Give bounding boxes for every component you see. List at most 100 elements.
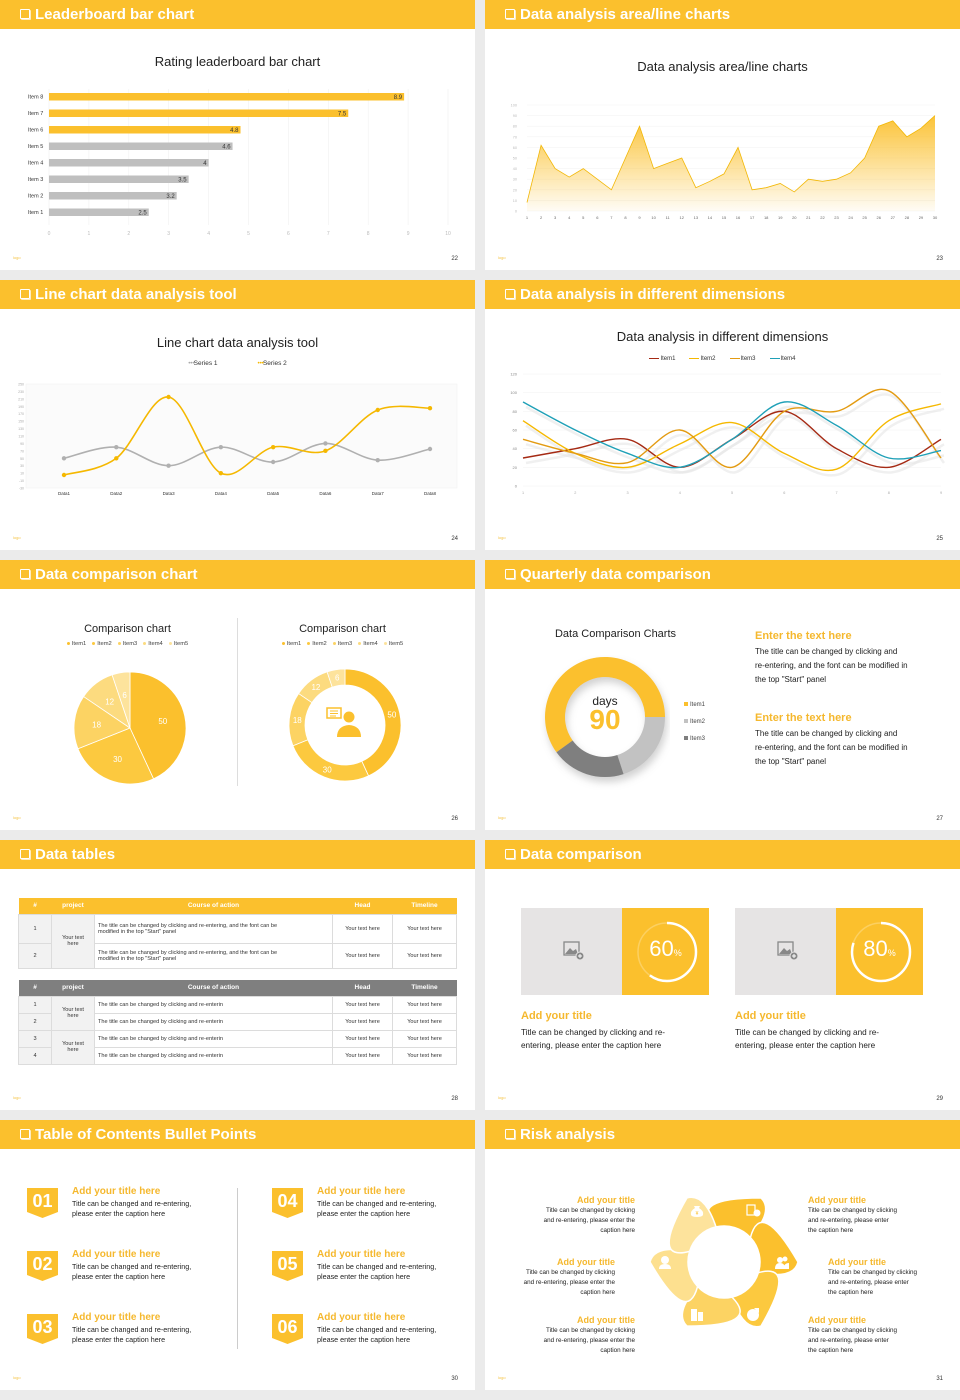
slide-comparison-pies[interactable]: Data comparison chart Comparison chart C…	[0, 560, 475, 830]
text-block-1: Enter the text here The title can be cha…	[755, 630, 945, 687]
slide-header-title: Data tables	[35, 846, 116, 863]
legend-item-1: Item1	[281, 641, 301, 647]
svg-text:2: 2	[574, 491, 576, 495]
people-icon	[775, 1256, 789, 1269]
svg-text:18: 18	[764, 215, 769, 220]
svg-text:60: 60	[513, 146, 517, 150]
svg-text:Item 8: Item 8	[28, 95, 43, 101]
number-badge: 03	[27, 1314, 58, 1344]
svg-text:7: 7	[835, 491, 837, 495]
svg-text:8: 8	[367, 231, 370, 237]
number-badge: 06	[272, 1314, 303, 1344]
chart-title: Rating leaderboard bar chart	[154, 54, 321, 69]
slide-leaderboard-bar-chart[interactable]: Leaderboard bar chart Rating leaderboard…	[0, 0, 475, 270]
svg-text:17: 17	[750, 215, 755, 220]
svg-text:170: 170	[18, 412, 24, 416]
svg-text:3: 3	[167, 231, 170, 237]
slide-data-comparison[interactable]: Data comparison 60% Add your title Title c…	[485, 840, 960, 1110]
item-caption: Title can be changed and re-entering, ple…	[317, 1262, 437, 1281]
checkbox-square-icon	[20, 8, 30, 19]
slide-risk-analysis[interactable]: Risk analysis ¥ Add your title Title can …	[485, 1120, 960, 1390]
svg-text:40: 40	[513, 167, 517, 171]
footer-logo: logo	[13, 1375, 21, 1380]
footer-logo: logo	[498, 255, 506, 260]
legend-item3: Item3	[729, 356, 756, 362]
slide-area-line-chart[interactable]: Data analysis area/line charts Data anal…	[485, 0, 960, 270]
legend-series-2: • • •Series 2	[257, 360, 287, 367]
svg-text:9: 9	[407, 231, 410, 237]
svg-text:0: 0	[48, 231, 51, 237]
legend-item1: Item1	[684, 697, 705, 714]
svg-text:Item 1: Item 1	[28, 210, 43, 216]
page-number: 25	[936, 536, 943, 542]
svg-text:Item 5: Item 5	[28, 144, 43, 150]
svg-text:4: 4	[679, 491, 681, 495]
svg-text:9: 9	[940, 491, 942, 495]
item-title: Add your title here	[72, 1249, 161, 1260]
legend-series-1: • • •Series 1	[188, 360, 218, 367]
svg-text:4: 4	[568, 215, 571, 220]
text-block-body: The title can be changed by clicking and…	[755, 729, 908, 766]
svg-text:30: 30	[113, 755, 122, 764]
svg-text:Item 2: Item 2	[28, 194, 43, 200]
risk-text-left-2: Add your title Title can be changed by cl…	[523, 1257, 615, 1296]
table-row: 2 The title can be changed by clicking a…	[18, 1012, 457, 1031]
svg-text:100: 100	[511, 104, 517, 108]
risk-text-left-1: Add your title Title can be changed by cl…	[543, 1195, 635, 1234]
svg-text:18: 18	[293, 716, 302, 725]
svg-text:20: 20	[513, 188, 517, 192]
svg-text:6: 6	[287, 231, 290, 237]
checkbox-square-icon	[505, 288, 515, 299]
svg-text:80: 80	[513, 409, 518, 414]
chart-title: Line chart data analysis tool	[156, 335, 319, 350]
svg-text:-30: -30	[19, 487, 24, 491]
svg-text:6: 6	[335, 674, 340, 683]
item-caption: Title can be changed and re-entering, ple…	[317, 1325, 437, 1344]
svg-text:6: 6	[783, 491, 785, 495]
card-caption: Title can be changed by clicking and re-…	[735, 1028, 879, 1050]
svg-text:4.6: 4.6	[222, 145, 231, 151]
svg-text:Data5: Data5	[267, 491, 280, 496]
table-row: 1 Your text here The title can be changed…	[18, 995, 457, 1031]
svg-text:210: 210	[18, 397, 24, 401]
svg-text:10: 10	[513, 199, 517, 203]
page-number: 27	[936, 816, 943, 822]
checkbox-square-icon	[20, 288, 30, 299]
legend-item-4: Item4	[358, 641, 378, 647]
svg-text:3.5: 3.5	[178, 178, 187, 184]
item-caption: Title can be changed and re-entering, ple…	[72, 1325, 192, 1344]
svg-text:25: 25	[862, 215, 867, 220]
line-chart: 250 230 210 190 170 150 130 110 90 70 50 30 10 -10 -30…	[18, 383, 458, 496]
chart-title: Data Comparison Charts	[554, 628, 677, 640]
days-donut-chart	[545, 657, 665, 777]
page-number: 29	[936, 1096, 943, 1102]
legend-item-1: Item1	[66, 641, 86, 647]
svg-text:22: 22	[820, 215, 825, 220]
slide-line-chart-tool[interactable]: Line chart data analysis tool Line chart…	[0, 280, 475, 550]
image-placeholder[interactable]	[521, 908, 622, 995]
slide-toc-bullets[interactable]: Table of Contents Bullet Points 01 Add yo…	[0, 1120, 475, 1390]
slide-header: Data analysis area/line charts	[485, 0, 960, 29]
slide-header: Data comparison chart	[0, 560, 475, 589]
svg-text:Data4: Data4	[215, 491, 228, 496]
svg-text:90: 90	[513, 114, 517, 118]
footer-logo: logo	[498, 535, 506, 540]
svg-text:90: 90	[20, 442, 24, 446]
legend-item-5: Item5	[168, 641, 188, 647]
data-table-2: # project Course of action Head Timeline…	[18, 980, 457, 1065]
slide-quarterly-comparison[interactable]: Quarterly data comparison Data Compariso…	[485, 560, 960, 830]
svg-text:26: 26	[876, 215, 881, 220]
slide-data-tables[interactable]: Data tables # project Course of action H…	[0, 840, 475, 1110]
slide-header-title: Leaderboard bar chart	[35, 6, 195, 23]
progress-ring	[636, 921, 698, 983]
table-header-row: # project Course of action Head Timeline	[18, 980, 457, 996]
slide-data-dimensions[interactable]: Data analysis in different dimensions Da…	[485, 280, 960, 550]
pie-chart: 50 30 18 12 6	[73, 671, 187, 785]
image-placeholder[interactable]	[735, 908, 836, 995]
svg-text:23: 23	[834, 215, 839, 220]
svg-text:2: 2	[540, 215, 543, 220]
page-number: 24	[451, 536, 458, 542]
svg-text:30: 30	[323, 766, 332, 775]
svg-text:50: 50	[20, 457, 24, 461]
